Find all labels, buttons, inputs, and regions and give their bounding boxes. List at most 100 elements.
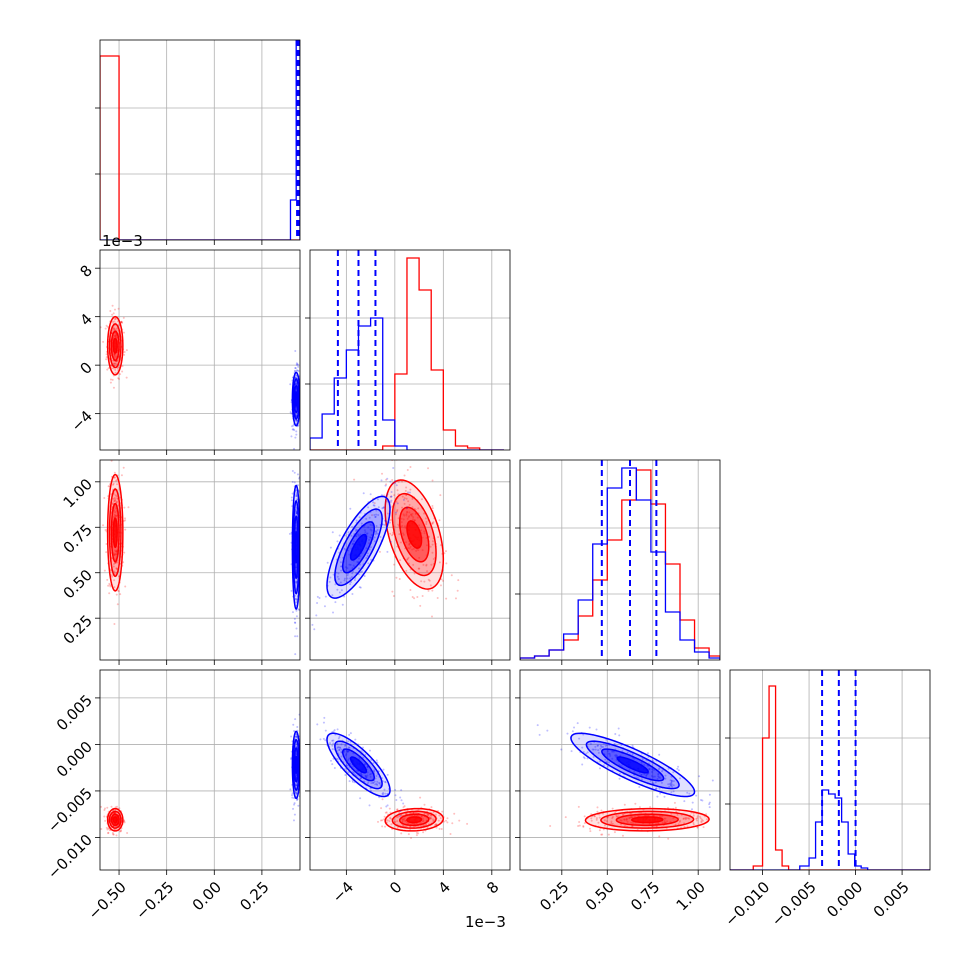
scatter-point: [418, 556, 421, 559]
scatter-point: [351, 593, 354, 596]
scatter-point: [329, 576, 332, 579]
scatter-point: [431, 522, 434, 525]
scatter-point: [369, 523, 372, 526]
panel-frame: [519, 669, 721, 871]
scatter-point: [357, 567, 360, 570]
scatter-point: [373, 780, 376, 783]
scatter-point: [395, 816, 398, 819]
scatter-point: [656, 777, 659, 780]
scatter-point: [113, 579, 116, 582]
scatter-point: [413, 519, 416, 522]
scatter-point: [605, 738, 608, 741]
scatter-point: [657, 822, 660, 825]
scatter-point: [623, 803, 626, 806]
scatter-point: [338, 749, 341, 752]
scatter-point: [640, 778, 643, 781]
scatter-point: [616, 754, 619, 757]
y-tick-label: 0.005: [53, 691, 96, 734]
scatter-point: [365, 776, 368, 779]
scatter-point: [288, 532, 291, 535]
scatter-point: [595, 818, 598, 821]
scatter-point: [397, 480, 400, 483]
scatter-point: [435, 826, 438, 829]
scatter-point: [692, 821, 695, 824]
scatter-point: [107, 832, 110, 835]
scatter-point: [362, 492, 365, 495]
scatter-point: [391, 534, 394, 537]
scatter-point: [347, 770, 350, 773]
scatter-point: [353, 578, 356, 581]
scatter-point: [392, 466, 395, 469]
scatter-point: [391, 478, 394, 481]
scatter-point: [672, 780, 675, 783]
scatter-point: [601, 745, 604, 748]
scatter-point: [677, 823, 680, 826]
scatter-point: [371, 524, 374, 527]
scatter-point: [667, 783, 670, 786]
scatter-point: [300, 775, 302, 777]
scatter-point: [409, 465, 412, 468]
scatter-point: [113, 553, 116, 556]
scatter-point: [438, 561, 441, 564]
scatter-point: [413, 822, 416, 825]
scatter-point: [425, 522, 428, 525]
scatter-point: [352, 540, 355, 543]
scatter-point: [454, 597, 457, 600]
scatter-point: [400, 521, 403, 524]
scatter-point: [437, 819, 440, 822]
scatter-point: [663, 821, 666, 824]
scatter-point: [293, 471, 296, 474]
scatter-point: [339, 581, 342, 584]
scatter-point: [112, 483, 115, 486]
scatter-point: [378, 796, 381, 799]
scatter-point: [364, 774, 367, 777]
scatter-point: [412, 516, 415, 519]
x-tick-label: −0.25: [132, 878, 177, 923]
scatter-point: [618, 734, 621, 737]
scatter-point: [438, 827, 441, 830]
scatter-point: [384, 792, 387, 795]
scatter-point: [370, 782, 373, 785]
panel-frame: [309, 669, 511, 871]
scatter-point: [450, 574, 453, 577]
scatter-point: [609, 754, 612, 757]
scatter-point: [351, 572, 354, 575]
scatter-point: [380, 494, 383, 497]
scatter-point: [632, 821, 635, 824]
scatter-point: [657, 775, 660, 778]
scatter-point: [444, 550, 447, 553]
scatter-point: [329, 742, 332, 745]
scatter-point: [422, 512, 425, 515]
scatter-point: [382, 768, 385, 771]
scatter-point: [121, 365, 124, 368]
scatter-point: [110, 367, 113, 370]
scatter-point: [360, 522, 363, 525]
scatter-point: [430, 615, 433, 618]
scatter-point: [355, 769, 358, 772]
scatter-point: [406, 821, 409, 824]
panel-frame: [519, 459, 721, 661]
scatter-point: [660, 781, 663, 784]
scatter-point: [684, 817, 687, 820]
scatter-point: [604, 744, 607, 747]
scatter-point: [370, 758, 373, 761]
scatter-point: [295, 414, 298, 417]
scatter-point: [698, 775, 701, 778]
scatter-point: [380, 807, 383, 810]
scatter-point: [591, 748, 594, 751]
scatter-point: [102, 340, 105, 343]
scatter-point: [358, 586, 361, 589]
scatter-point: [114, 549, 117, 552]
scatter-point: [113, 362, 116, 365]
scatter-point: [113, 570, 116, 573]
scatter-point: [408, 547, 411, 550]
scatter-point: [369, 493, 372, 496]
scatter-point: [289, 411, 292, 414]
scatter-point: [668, 782, 671, 785]
y-offset-label: 1e−3: [102, 232, 143, 250]
panel-frame: [309, 459, 511, 661]
scatter-point: [389, 495, 392, 498]
scatter-point: [112, 660, 114, 662]
scatter-point: [110, 460, 113, 462]
scatter-point: [113, 335, 116, 338]
